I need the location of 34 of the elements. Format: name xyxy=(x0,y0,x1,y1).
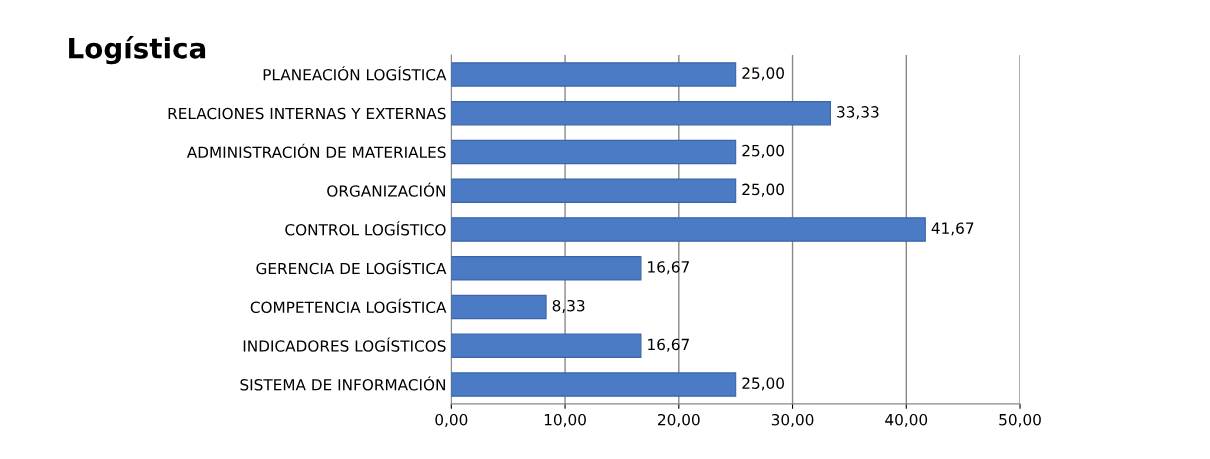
bar xyxy=(451,139,737,165)
y-tick-label: COMPETENCIA LOGÍSTICA xyxy=(250,298,447,314)
bar xyxy=(451,62,737,87)
bar xyxy=(451,333,642,358)
data-label: 25,00 xyxy=(742,377,784,391)
y-tick-label: GERENCIA DE LOGÍSTICA xyxy=(256,259,447,275)
data-label: 25,00 xyxy=(742,67,784,81)
data-label: 33,33 xyxy=(837,106,879,120)
data-label: 8,33 xyxy=(552,299,585,314)
y-tick-label: ORGANIZACIÓN xyxy=(327,182,445,197)
y-tick-label: SISTEMA DE INFORMACIÓN xyxy=(240,376,445,391)
text: Logística xyxy=(69,36,206,65)
bar xyxy=(451,178,737,203)
x-tick-label: 10,00 xyxy=(544,413,586,428)
x-tick-label: 0,00 xyxy=(435,413,468,428)
bar xyxy=(451,256,642,281)
y-tick-label: RELACIONES INTERNAS Y EXTERNAS xyxy=(168,107,446,120)
x-tick-label: 40,00 xyxy=(885,413,928,428)
data-label: 16,67 xyxy=(648,261,689,275)
x-tick-label: 30,00 xyxy=(771,413,814,428)
bar xyxy=(451,372,737,397)
bar xyxy=(451,101,831,126)
y-tick-label: PLANEACIÓN LOGÍSTICA xyxy=(263,66,447,81)
y-tick-label: ADMINISTRACIÓN DE MATERIALES xyxy=(186,143,446,158)
x-tick-label: 20,00 xyxy=(658,413,700,428)
bar xyxy=(451,217,926,242)
bar xyxy=(451,294,547,320)
data-label: 25,00 xyxy=(742,183,784,197)
data-label: 41,67 xyxy=(931,222,974,236)
y-tick-label: CONTROL LOGÍSTICO xyxy=(285,221,446,236)
data-label: 25,00 xyxy=(742,144,784,158)
y-tick-label: INDICADORES LOGÍSTICOS xyxy=(243,337,446,352)
data-label: 16,67 xyxy=(648,338,689,352)
x-tick-label: 50,00 xyxy=(999,413,1041,428)
